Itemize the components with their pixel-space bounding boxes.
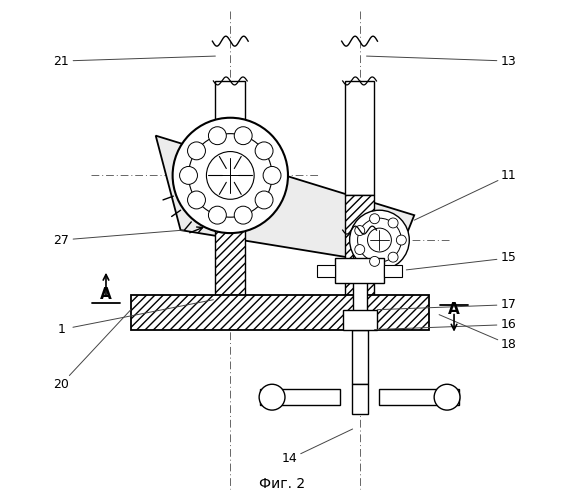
- Text: 27: 27: [53, 234, 69, 246]
- Text: 17: 17: [501, 298, 517, 311]
- Text: 15: 15: [501, 252, 517, 264]
- Bar: [345, 81, 374, 196]
- Bar: [351, 330, 368, 384]
- Bar: [317, 265, 334, 277]
- Circle shape: [369, 256, 380, 266]
- Bar: [131, 294, 429, 330]
- Circle shape: [369, 214, 380, 224]
- Circle shape: [259, 384, 285, 410]
- Circle shape: [355, 244, 365, 254]
- Circle shape: [234, 126, 252, 144]
- Circle shape: [350, 210, 409, 270]
- Circle shape: [188, 142, 205, 160]
- Circle shape: [179, 166, 197, 184]
- Text: 14: 14: [282, 452, 298, 466]
- Circle shape: [209, 206, 226, 224]
- Circle shape: [188, 191, 205, 209]
- Circle shape: [206, 152, 254, 200]
- Circle shape: [388, 218, 398, 228]
- Bar: [215, 196, 245, 294]
- Circle shape: [355, 226, 365, 235]
- Bar: [215, 81, 245, 196]
- Circle shape: [255, 142, 273, 160]
- Text: A: A: [448, 302, 460, 317]
- Bar: [385, 265, 402, 277]
- Circle shape: [209, 126, 226, 144]
- Bar: [351, 384, 368, 414]
- Bar: [352, 255, 367, 354]
- Text: 18: 18: [501, 338, 517, 351]
- Text: 21: 21: [54, 54, 69, 68]
- Text: 11: 11: [501, 169, 517, 182]
- Bar: [343, 310, 377, 330]
- Circle shape: [255, 191, 273, 209]
- Bar: [345, 196, 374, 294]
- Circle shape: [388, 252, 398, 262]
- Circle shape: [396, 235, 406, 245]
- Bar: [260, 389, 340, 405]
- Circle shape: [173, 118, 288, 233]
- Text: 16: 16: [501, 318, 517, 331]
- Bar: [380, 389, 459, 405]
- Circle shape: [368, 228, 391, 252]
- Text: 20: 20: [53, 378, 69, 391]
- Text: Фиг. 2: Фиг. 2: [259, 476, 305, 490]
- Text: 13: 13: [501, 54, 517, 68]
- Circle shape: [263, 166, 281, 184]
- Text: 1: 1: [58, 323, 65, 336]
- Circle shape: [434, 384, 460, 410]
- Circle shape: [234, 206, 252, 224]
- Polygon shape: [156, 136, 415, 265]
- Text: A: A: [100, 287, 112, 302]
- Bar: [334, 258, 385, 283]
